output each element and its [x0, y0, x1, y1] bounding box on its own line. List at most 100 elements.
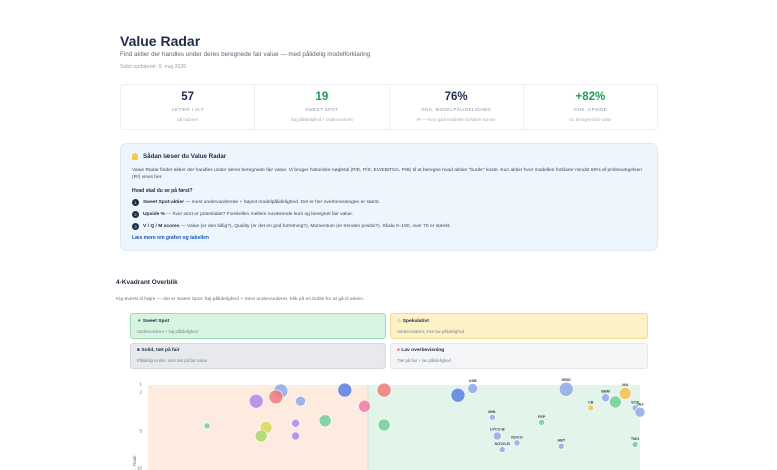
- stat-sub: R² — hvor godt modellen forklarer kursen: [416, 117, 496, 122]
- step-text: — mest undervurderede + højest modelpåli…: [184, 200, 380, 205]
- y-tick-label: 1: [139, 382, 142, 387]
- bubble-label: WBD: [562, 378, 571, 382]
- step-text: — Value (er den billig?), Quality (er de…: [179, 224, 451, 229]
- section-subtitle: Kig øverst til højre — det er Sweet Spot…: [116, 297, 365, 302]
- quadrant-speculative[interactable]: ⚠ Spekulativt Undervurderet, men lav pål…: [390, 313, 648, 339]
- quadrant-title-text: Spekulativt: [402, 319, 429, 324]
- data-bubble[interactable]: [295, 395, 306, 407]
- data-bubble[interactable]: [291, 431, 300, 441]
- y-tick-label: 10: [137, 466, 143, 470]
- data-bubble[interactable]: [631, 441, 639, 448]
- stat-value: +82%: [575, 91, 606, 103]
- page-title: Value Radar: [120, 33, 201, 49]
- quadrant-title: ★ Sweet Spot: [137, 318, 379, 324]
- bubble-label: TMO: [631, 437, 639, 441]
- stat-label: SWEET SPOT: [305, 107, 339, 112]
- bubble-label: FEP: [538, 415, 546, 419]
- info-question: Hvad skal du se på først?: [132, 188, 193, 194]
- bubble-label: USB: [469, 379, 477, 383]
- data-bubble[interactable]: [489, 413, 496, 421]
- stat-value: 57: [181, 91, 195, 103]
- data-bubble[interactable]: [358, 399, 371, 413]
- bubble-label: NOCO: [511, 435, 522, 439]
- data-bubble[interactable]: [601, 393, 610, 403]
- page-subtitle: Find aktier der handles under deres bere…: [120, 51, 371, 58]
- step-number: 3: [132, 223, 139, 230]
- quadrant-sub: Pålidelig model, men tæt på fair value: [137, 358, 208, 363]
- data-bubble[interactable]: [538, 419, 545, 426]
- quadrant-title-text: Lav overbevisning: [401, 348, 445, 353]
- warning-icon: ⚠: [397, 319, 402, 324]
- data-bubble[interactable]: [376, 382, 392, 398]
- updated-timestamp: Sidst opdateret: 9. maj 2026: [120, 64, 187, 70]
- info-panel: Sådan læser du Value Radar Value Radar f…: [120, 143, 658, 251]
- stat-sub: høj pålidelighed + undervurderet: [291, 117, 353, 122]
- stat-label: GNS. UPSIDE: [573, 107, 608, 112]
- bubble-label: NOVO-B: [495, 442, 510, 446]
- read-more-link[interactable]: Læs mere om grafen og tabellen: [132, 235, 209, 241]
- pin-icon: ●: [397, 348, 400, 353]
- quadrant-solid[interactable]: ■ Solid, tæt på fair Pålidelig model, me…: [130, 343, 386, 369]
- data-bubble[interactable]: [318, 414, 332, 428]
- data-bubble[interactable]: [203, 422, 211, 430]
- bubble-label: BBM: [601, 389, 610, 393]
- bubble-label: CB: [588, 400, 594, 404]
- data-bubble[interactable]: [498, 446, 506, 453]
- step-bold: Sweet Spot-aktier: [143, 200, 185, 205]
- stat-label: AKTIER I ALT: [171, 107, 204, 112]
- bubble-label: ABT: [557, 439, 565, 443]
- data-bubble[interactable]: [493, 431, 502, 441]
- info-step: 3 V / Q / M scores — Value (er den billi…: [132, 223, 451, 230]
- data-bubble[interactable]: [513, 439, 521, 447]
- zone-sweet-spot-bg: [368, 385, 640, 470]
- stat-value: 76%: [444, 91, 468, 103]
- data-bubble[interactable]: [291, 418, 300, 428]
- shield-icon: ■: [137, 348, 140, 353]
- data-bubble[interactable]: [337, 382, 353, 398]
- quadrant-sweet-spot[interactable]: ★ Sweet Spot Undervurderet + høj pålidel…: [130, 313, 386, 339]
- quadrant-title-text: Sweet Spot: [142, 319, 170, 324]
- info-heading: Sådan læser du Value Radar: [132, 153, 226, 160]
- quadrant-title: ■ Solid, tæt på fair: [137, 348, 379, 353]
- stat-value: 19: [315, 91, 329, 103]
- data-bubble[interactable]: [558, 381, 574, 397]
- data-bubble[interactable]: [618, 387, 632, 400]
- stats-bar: 57 AKTIER I ALT på radaren 19 SWEET SPOT…: [120, 84, 658, 130]
- y-tick-label: 2: [139, 390, 142, 395]
- stat-total-stocks: 57 AKTIER I ALT på radaren: [121, 85, 256, 129]
- data-bubble[interactable]: [587, 404, 595, 412]
- info-description: Value Radar finder aktier der handles un…: [132, 168, 643, 180]
- step-number: 2: [132, 211, 139, 218]
- bubble-label: LPCO-B: [490, 428, 505, 432]
- data-bubble[interactable]: [634, 406, 646, 418]
- step-number: 1: [132, 199, 139, 206]
- section-title: 4-Kvadrant Overblik: [116, 279, 178, 286]
- stat-model-reliability: 76% GNS. MODELPÅLIDELIGHED R² — hvor god…: [390, 85, 524, 129]
- data-bubble[interactable]: [254, 429, 268, 443]
- y-tick-label: 5: [139, 429, 142, 434]
- info-step: 1 Sweet Spot-aktier — mest undervurdered…: [132, 199, 380, 206]
- quadrant-title: ● Lav overbevisning: [397, 348, 641, 353]
- data-bubble[interactable]: [248, 393, 264, 409]
- step-bold: Upside %: [143, 212, 166, 217]
- stat-sub: på radaren: [177, 117, 199, 122]
- data-bubble[interactable]: [467, 383, 479, 394]
- bubble-label: MA: [622, 383, 628, 387]
- star-icon: ★: [137, 319, 142, 324]
- info-heading-text: Sådan læser du Value Radar: [143, 153, 227, 160]
- stat-sub: vs. beregnet fair value: [569, 117, 612, 122]
- data-bubble[interactable]: [377, 418, 391, 432]
- quadrant-title-text: Solid, tæt på fair: [141, 348, 180, 353]
- stat-avg-upside: +82% GNS. UPSIDE vs. beregnet fair value: [524, 85, 657, 129]
- quadrant-low-conviction[interactable]: ● Lav overbevisning Tæt på fair + lav på…: [390, 343, 648, 369]
- data-bubble[interactable]: [557, 442, 565, 450]
- stat-label: GNS. MODELPÅLIDELIGHED: [421, 107, 492, 112]
- data-bubble[interactable]: [450, 387, 466, 403]
- data-bubble[interactable]: [268, 389, 284, 405]
- quadrant-title: ⚠ Spekulativt: [397, 318, 641, 324]
- y-axis-label: Rank: [132, 455, 137, 466]
- data-bubble[interactable]: [609, 395, 622, 409]
- bubble-label: MHL: [488, 410, 497, 414]
- bubble-label: SCP: [631, 400, 639, 404]
